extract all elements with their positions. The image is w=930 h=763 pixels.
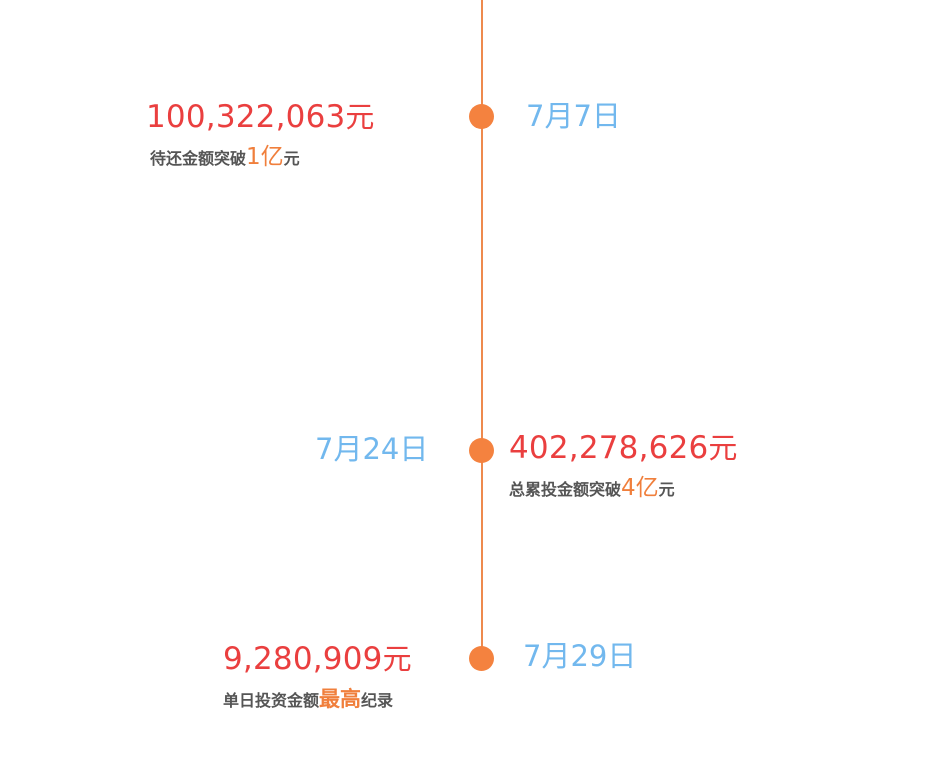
event-caption: 总累投金额突破4亿元: [509, 477, 675, 500]
event-caption: 待还金额突破1亿元: [150, 146, 300, 169]
caption-suffix: 元: [658, 480, 675, 499]
amount-unit: 元: [382, 642, 412, 676]
timeline-dot: [469, 104, 494, 129]
event-date: 7月7日: [526, 99, 621, 133]
event-amount: 402,278,626元: [509, 433, 738, 464]
caption-suffix: 纪录: [361, 691, 394, 710]
amount-unit: 元: [708, 431, 738, 465]
timeline-dot: [469, 438, 494, 463]
event-amount: 9,280,909元: [223, 644, 412, 675]
event-caption: 单日投资金额最高纪录: [223, 689, 393, 710]
amount-value: 100,322,063: [146, 99, 346, 135]
caption-text: 单日投资金额: [223, 691, 320, 710]
event-amount: 100,322,063元: [146, 102, 375, 133]
caption-text: 总累投金额突破: [509, 480, 622, 499]
caption-text: 待还金额突破: [150, 149, 247, 168]
caption-highlight: 4亿: [621, 475, 659, 501]
event-date: 7月24日: [315, 432, 429, 466]
event-date: 7月29日: [523, 639, 637, 673]
amount-unit: 元: [345, 100, 375, 134]
timeline-dot: [469, 646, 494, 671]
timeline-line: [481, 0, 483, 663]
amount-value: 402,278,626: [509, 430, 709, 466]
caption-highlight: 最高: [319, 687, 362, 711]
caption-suffix: 元: [283, 149, 300, 168]
amount-value: 9,280,909: [223, 641, 383, 677]
caption-highlight: 1亿: [246, 144, 284, 170]
